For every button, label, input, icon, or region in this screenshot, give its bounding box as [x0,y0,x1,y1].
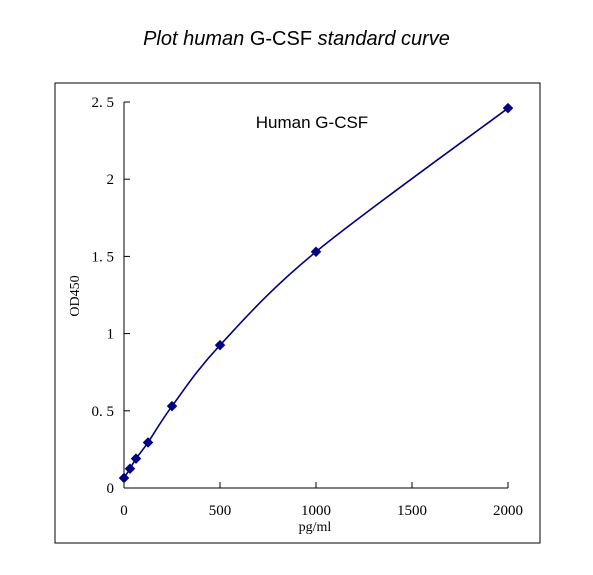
x-tick-label: 500 [209,503,232,519]
data-point-diamond [118,472,130,484]
chart-title-part-1: Plot human [143,28,245,50]
y-tick-label: 2. 5 [92,95,115,111]
y-axis-label: OD450 [68,275,83,316]
data-point-diamond [130,453,142,465]
y-tick-label: 1. 5 [92,249,115,265]
chart-outer-border [54,82,541,544]
data-points [118,102,514,484]
y-tick-label: 1 [107,327,115,343]
data-point-diamond [214,339,226,351]
x-tick-label: 2000 [493,503,523,519]
y-tick-label: 2 [107,172,115,188]
data-point-diamond [502,102,514,114]
chart-title-part-2: G-CSF [244,28,318,50]
x-axis-label: pg/ml [299,520,332,535]
x-tick-label: 1000 [301,503,331,519]
y-axis-ticks: 0 0. 5 1 1. 5 2 2. 5 [92,95,130,497]
x-tick-label: 0 [120,503,128,519]
y-tick-label: 0. 5 [92,404,115,420]
series-annotation: Human G-CSF [256,113,368,132]
chart-title: Plot human G-CSF standard curve [0,28,593,51]
data-point-diamond [124,463,136,475]
data-point-diamond [310,246,322,258]
x-axis-ticks: 0 500 1000 1500 2000 [120,482,523,519]
chart-title-part-3: standard curve [317,28,450,50]
x-tick-label: 1500 [397,503,427,519]
data-point-diamond [166,400,178,412]
data-point-diamond [142,437,154,448]
y-tick-label: 0 [107,481,115,497]
fitted-curve [123,107,509,479]
